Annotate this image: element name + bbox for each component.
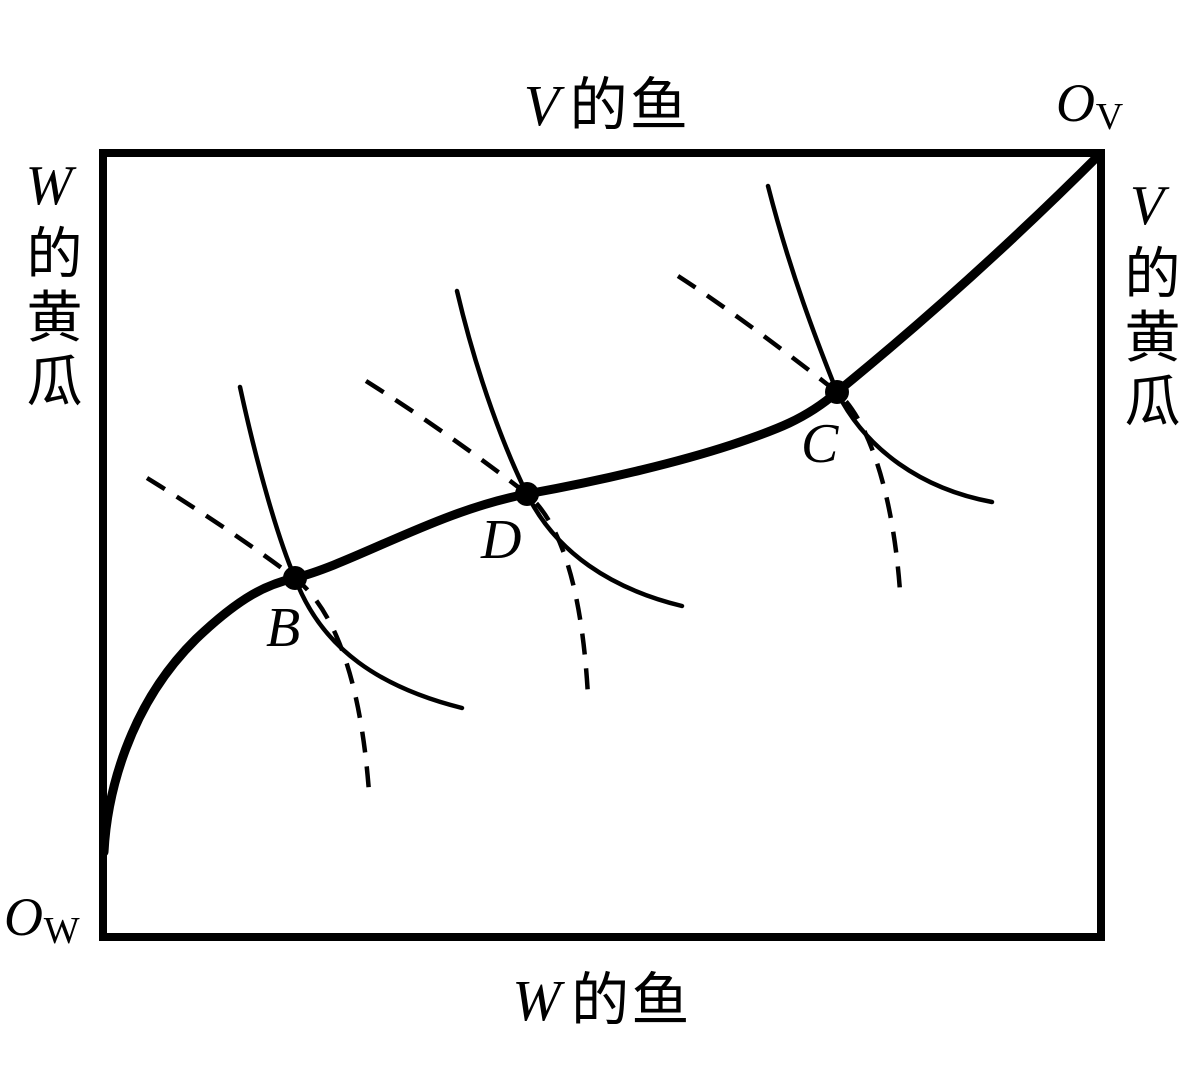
right-axis-label: V 的黄瓜 — [1112, 178, 1182, 436]
bottom-axis-cjk: 的鱼 — [571, 968, 692, 1033]
point-C-label: C — [801, 413, 839, 475]
top-axis-label: V 的鱼 — [437, 58, 777, 142]
indifference-curve-dashed-B — [145, 476, 372, 793]
right-axis-latin: V — [1129, 175, 1165, 237]
origin-ov-main: O — [1056, 73, 1095, 133]
origin-ow-main: O — [4, 887, 43, 947]
indifference-curve-dashed-D — [364, 379, 591, 697]
left-axis-label: W 的黄瓜 — [12, 158, 86, 416]
origin-ov-label: OV — [1056, 72, 1123, 138]
point-B-label: B — [266, 597, 301, 659]
box-border — [99, 149, 1105, 941]
top-axis-latin: V — [523, 73, 560, 138]
left-axis-cjk: 的黄瓜 — [18, 224, 80, 416]
origin-ow-label: OW — [4, 886, 80, 952]
point-C-marker — [825, 380, 849, 404]
point-B-marker — [283, 566, 307, 590]
top-axis-cjk: 的鱼 — [569, 73, 691, 138]
point-D-marker — [515, 482, 539, 506]
left-axis-latin: W — [25, 155, 73, 217]
bottom-axis-latin: W — [512, 968, 561, 1033]
origin-ow-sub: W — [43, 910, 80, 953]
contract-curve — [99, 149, 1105, 857]
point-D-label: D — [481, 509, 522, 571]
origin-ov-sub: V — [1095, 96, 1124, 139]
right-axis-cjk: 的黄瓜 — [1116, 244, 1178, 436]
bottom-axis-label: W 的鱼 — [432, 953, 772, 1037]
indifference-curve-dashed-C — [676, 274, 903, 592]
